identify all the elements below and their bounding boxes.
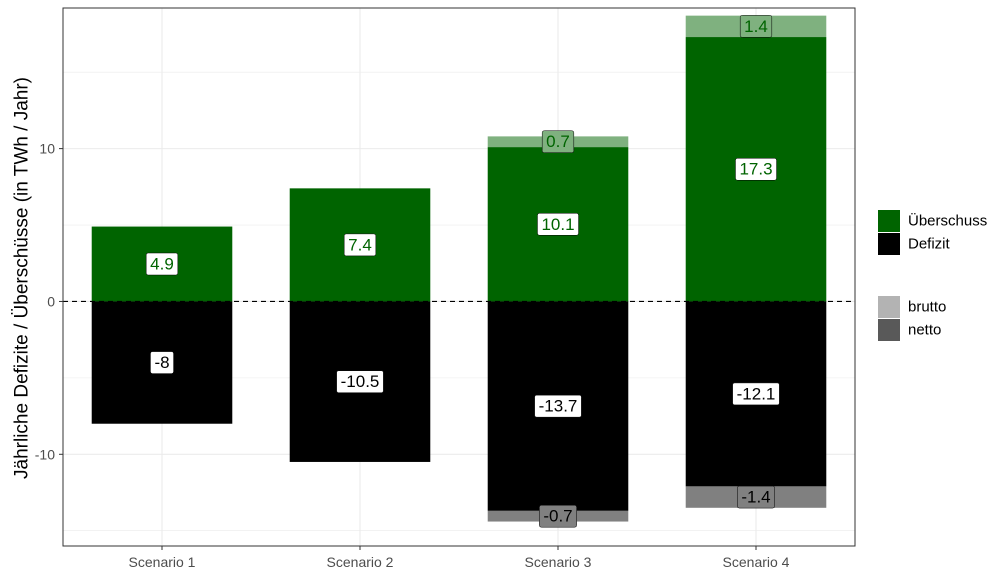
data-label-box [541,130,575,153]
y-axis-title: Jährliche Defizite / Überschüsse (in TWh… [12,77,33,479]
x-tick-label: Scenario 1 [129,554,196,570]
data-label-text: -13.7 [539,397,578,416]
data-label-box [343,233,377,257]
legend: Überschuss Defizit brutto netto [878,210,987,341]
legend-label: netto [908,322,941,339]
legend-key [878,233,900,255]
panel-border [62,7,856,547]
data-label-text: -0.7 [543,507,572,526]
data-label-box [145,252,179,276]
data-label-layer: 4.9 -8 7.4 -10.5 10.1 0.7 -13.7 -0.7 17.3 1.4 -12.… [145,15,780,528]
data-label-ueberschuss-netto: 4.9 [145,252,179,276]
data-label-text: -10.5 [341,372,380,391]
data-label-box [336,370,384,393]
data-label-text: 7.4 [348,235,372,254]
data-label-text: 1.4 [744,17,768,36]
data-label-box [739,15,773,38]
x-tick-label: Scenario 2 [327,554,394,570]
data-label-box [732,382,780,406]
x-tick-label: Scenario 3 [525,554,592,570]
y-tick-label: 10 [39,141,55,157]
x-tick-label: Scenario 4 [723,554,790,570]
legend-key [878,296,900,318]
data-label-ueberschuss-netto: 7.4 [343,233,377,257]
data-label-text: 10.1 [541,215,574,234]
legend-label: Überschuss [908,212,987,230]
data-label-ueberschuss-netto: 10.1 [537,213,579,236]
y-tick-label: -10 [35,446,55,462]
data-label-defizit-brutto: -1.4 [737,485,775,509]
axis-layer: -10 0 10 Scenario 1 Scenario 2 Scenario 3 Scen… [35,141,790,570]
data-label-ueberschuss-netto: 17.3 [735,157,777,181]
data-label-text: 17.3 [739,160,772,179]
legend-label: Defizit [908,236,951,253]
data-label-text: -12.1 [737,384,776,403]
data-label-box [735,157,777,181]
legend-key [878,210,900,232]
data-label-ueberschuss-brutto: 1.4 [739,15,773,38]
data-label-box [539,504,577,528]
data-label-text: -8 [154,353,169,372]
data-label-defizit-netto: -13.7 [534,394,582,418]
data-label-defizit-netto: -8 [150,351,174,374]
data-label-defizit-netto: -10.5 [336,370,384,393]
data-label-text: 4.9 [150,255,174,274]
data-label-defizit-netto: -12.1 [732,382,780,406]
data-label-text: -1.4 [741,488,770,507]
legend-key [878,319,900,341]
data-label-box [537,213,579,236]
y-tick-label: 0 [47,293,55,309]
data-label-box [150,351,174,374]
data-label-box [534,394,582,418]
data-label-defizit-brutto: -0.7 [539,504,577,528]
legend-label: brutto [908,299,946,316]
data-label-ueberschuss-brutto: 0.7 [541,130,575,153]
data-label-box [737,485,775,509]
data-label-text: 0.7 [546,132,570,151]
